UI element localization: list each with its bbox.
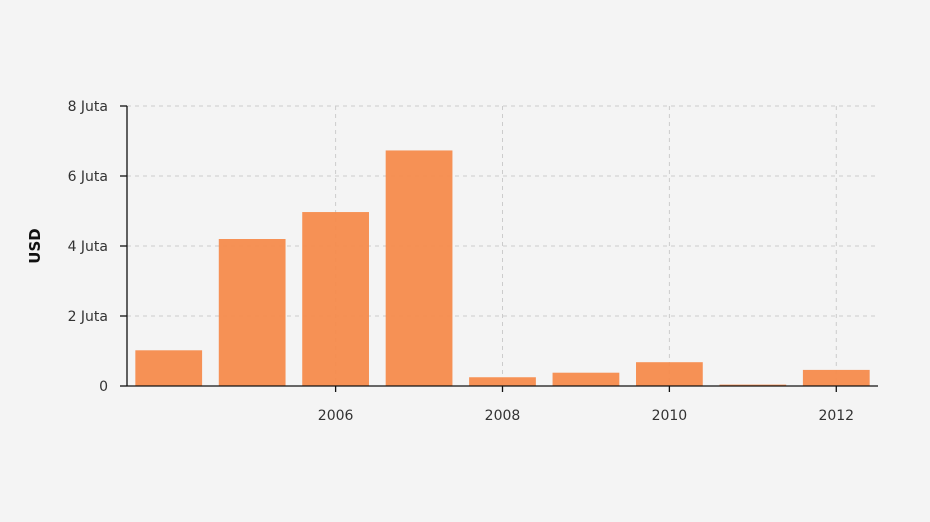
- y-tick-label-0: 0: [99, 379, 108, 395]
- bar-2006: [302, 212, 369, 386]
- x-tick-label-3: 2012: [818, 408, 854, 424]
- y-tick-label-3: 6 Juta: [68, 169, 108, 185]
- y-axis-title: USD: [26, 228, 44, 263]
- bar-2011: [719, 384, 787, 386]
- y-tick-label-1: 2 Juta: [68, 309, 108, 325]
- bar-2004: [135, 350, 203, 386]
- x-tick-label-1: 2008: [485, 408, 521, 424]
- x-tick-label-2: 2010: [652, 408, 688, 424]
- bar-2009: [552, 372, 620, 386]
- bar-2010: [636, 362, 703, 386]
- x-tick-label-0: 2006: [318, 408, 354, 424]
- bar-2012: [802, 369, 870, 386]
- bar-2008: [469, 377, 536, 386]
- ticks: 0 2 Juta 4 Juta 6 Juta 8 Juta 2006 2008 2010 201…: [68, 99, 855, 424]
- y-tick-label-2: 4 Juta: [68, 239, 108, 255]
- y-tick-label-4: 8 Juta: [68, 99, 108, 115]
- bar-2005: [218, 239, 286, 386]
- bars: [135, 150, 870, 386]
- bar-2007: [385, 150, 453, 386]
